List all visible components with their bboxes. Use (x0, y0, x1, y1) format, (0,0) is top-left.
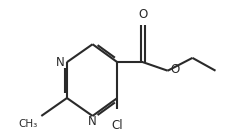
Text: N: N (88, 115, 97, 128)
Text: O: O (138, 8, 147, 21)
Text: CH₃: CH₃ (19, 119, 38, 129)
Text: N: N (56, 56, 64, 69)
Text: O: O (170, 63, 179, 76)
Text: Cl: Cl (112, 119, 123, 132)
